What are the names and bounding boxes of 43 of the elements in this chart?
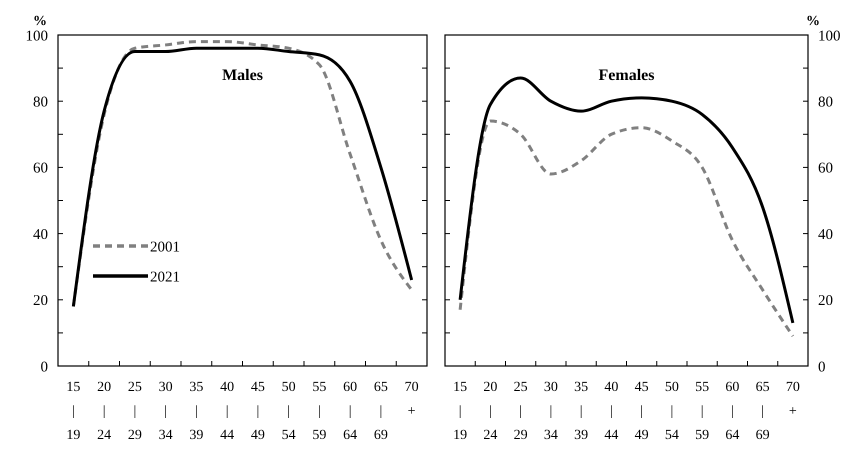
- text: Females: [598, 67, 654, 84]
- x-tick-label: 20 | 24: [483, 380, 498, 443]
- x-tick-label: 35 | 39: [189, 380, 204, 443]
- y-tick-label: 80: [33, 94, 48, 110]
- x-tick-label: 65 | 69: [374, 380, 388, 443]
- x-tick-label: 50 | 54: [282, 380, 296, 443]
- x-tick-label: 25 | 29: [128, 380, 142, 443]
- y2-axis-title: %: [806, 14, 820, 29]
- x-tick-label: 70 +: [786, 380, 800, 419]
- y-axis-title: %: [33, 14, 47, 29]
- y-tick-label: 100: [26, 28, 48, 44]
- x-tick-label: 55 | 59: [695, 380, 710, 443]
- x-tick-label: 60 | 64: [343, 380, 358, 443]
- x-tick-label: 40 | 44: [220, 380, 234, 443]
- x-tick-label: 70 +: [404, 380, 419, 419]
- x-tick-label: 15 | 19: [66, 380, 80, 443]
- x-tick-label: 20 | 24: [97, 380, 112, 443]
- y2-tick-label: 0: [818, 359, 826, 376]
- legend-label: 2001: [150, 239, 180, 256]
- text: Males: [222, 67, 263, 84]
- y-tick-label: 20: [33, 293, 48, 310]
- x-tick-label: 30 | 34: [158, 380, 173, 443]
- x-tick-label: 40 | 44: [604, 380, 618, 443]
- y2-tick-label: 100: [818, 28, 840, 44]
- y2-tick-label: 80: [818, 94, 833, 110]
- legend-label: 2021: [150, 269, 180, 286]
- x-tick-label: 15 | 19: [453, 380, 468, 443]
- x-tick-label: 60 | 64: [725, 380, 740, 443]
- x-tick-label: 50 | 54: [664, 380, 679, 443]
- line-series: [458, 120, 794, 338]
- x-tick-label: 35 | 39: [574, 380, 588, 443]
- y2-tick-label: 40: [818, 226, 833, 243]
- y2-tick-label: 60: [818, 160, 833, 177]
- x-tick-label: 45 | 49: [250, 380, 265, 443]
- x-tick-label: 25 | 29: [514, 380, 528, 443]
- x-tick-label: 30 | 34: [544, 380, 558, 443]
- y-tick-label: 40: [33, 226, 48, 243]
- y2-tick-label: 20: [818, 293, 833, 310]
- x-tick-label: 45 | 49: [634, 380, 649, 443]
- y-tick-label: 60: [33, 160, 48, 177]
- x-tick-label: 65 | 69: [756, 380, 770, 443]
- y-tick-label: 0: [40, 359, 48, 376]
- x-tick-label: 55 | 59: [312, 380, 326, 443]
